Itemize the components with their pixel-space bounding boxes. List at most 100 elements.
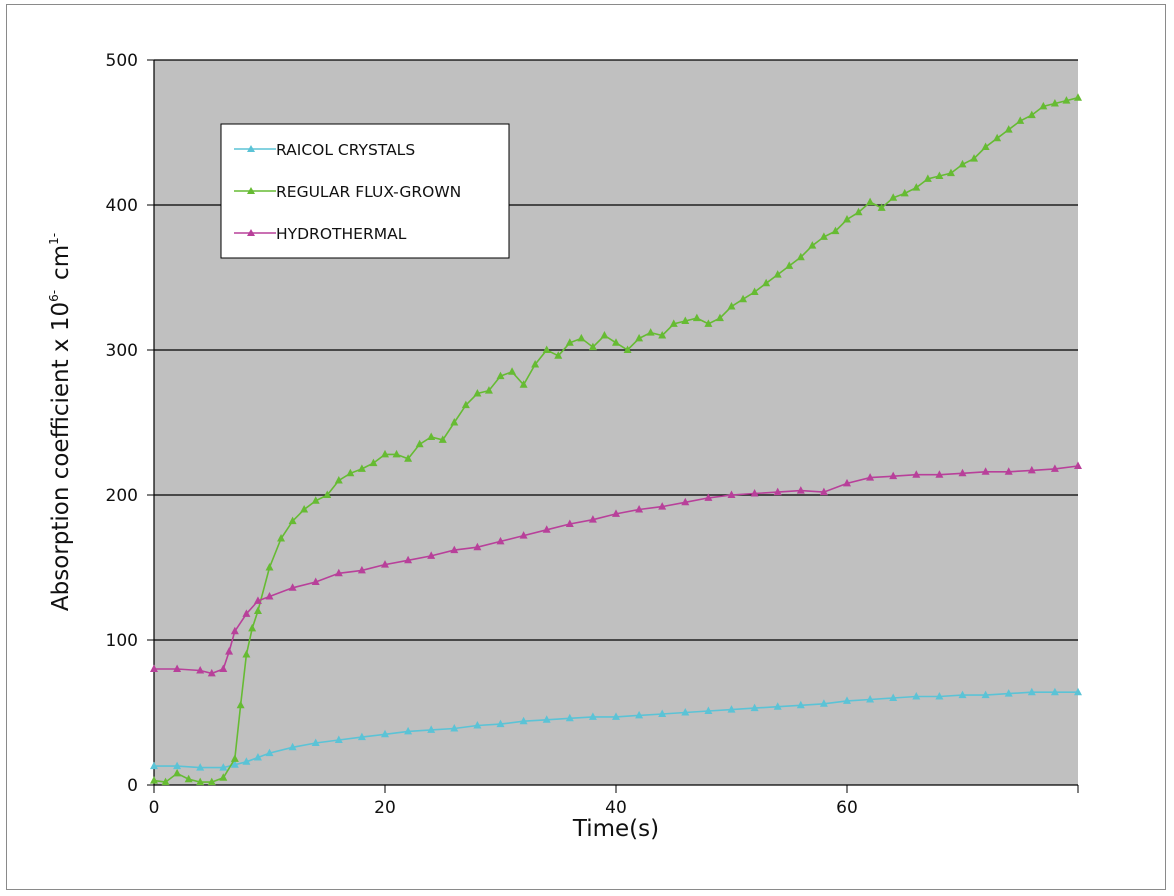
- data-point: [831, 226, 840, 235]
- legend-entry-raicol: RAICOL CRYSTALS: [234, 141, 415, 159]
- data-point: [242, 757, 251, 765]
- y-axis-title-main: Absorption coefficient x 10: [48, 302, 74, 611]
- data-point: [531, 360, 540, 368]
- data-point: [404, 555, 413, 564]
- data-point: [473, 721, 482, 729]
- data-point: [253, 752, 262, 761]
- data-point: [381, 729, 389, 738]
- data-point: [935, 692, 944, 700]
- data-point: [357, 732, 366, 741]
- data-point: [542, 525, 551, 533]
- legend: RAICOL CRYSTALS REGULAR FLUX-GROWN HYDRO…: [220, 123, 510, 259]
- data-point: [357, 464, 366, 472]
- data-point: [288, 583, 297, 591]
- data-point: [253, 606, 262, 614]
- data-point: [981, 467, 990, 475]
- data-point: [658, 502, 667, 510]
- data-point: [704, 319, 713, 327]
- data-point: [357, 565, 366, 574]
- data-point: [248, 623, 257, 632]
- data-point: [236, 700, 245, 709]
- legend-entry-hydrothermal: HYDROTHERMAL: [234, 225, 407, 243]
- data-point: [369, 458, 378, 467]
- data-point: [819, 699, 828, 707]
- data-point: [958, 468, 967, 477]
- data-point: [461, 400, 470, 409]
- series-group: [150, 93, 1082, 786]
- data-point: [219, 773, 228, 781]
- data-point: [230, 760, 239, 768]
- data-point: [230, 626, 239, 635]
- data-point: [970, 154, 979, 162]
- data-point: [762, 278, 771, 287]
- data-point: [450, 545, 459, 554]
- data-point: [300, 505, 309, 513]
- data-point: [161, 777, 170, 786]
- data-point: [681, 497, 690, 506]
- data-point: [496, 371, 505, 380]
- y-axis-title-exp: 6-: [47, 290, 61, 302]
- data-point: [796, 252, 805, 261]
- data-point: [265, 748, 274, 757]
- data-point: [265, 592, 274, 600]
- data-point: [334, 476, 343, 484]
- data-point: [935, 171, 944, 179]
- data-point: [912, 692, 921, 700]
- data-point: [704, 706, 713, 715]
- data-point: [866, 473, 875, 481]
- data-point: [150, 761, 158, 770]
- data-point: [635, 710, 644, 719]
- data-point: [334, 735, 343, 744]
- x-tick-label: 0: [149, 798, 160, 818]
- data-point: [415, 439, 424, 448]
- data-point: [819, 232, 828, 240]
- data-point: [173, 768, 182, 777]
- data-point: [854, 207, 863, 216]
- data-point: [1062, 96, 1071, 104]
- data-point: [1004, 689, 1013, 697]
- data-point: [900, 188, 909, 197]
- data-point: [311, 738, 320, 746]
- data-point: [496, 719, 505, 728]
- data-point: [288, 516, 297, 525]
- data-point: [727, 302, 736, 310]
- data-point: [727, 490, 736, 498]
- data-point: [230, 754, 239, 762]
- data-point: [288, 742, 297, 751]
- data-point: [1027, 687, 1036, 696]
- x-tick-label: 40: [605, 798, 627, 818]
- legend-marker-triangle-icon: [247, 187, 255, 194]
- data-point: [715, 313, 724, 322]
- data-point: [173, 761, 182, 770]
- data-point: [346, 468, 355, 477]
- data-point: [1004, 125, 1013, 133]
- y-tick-label: 500: [106, 51, 138, 71]
- data-point: [692, 313, 701, 322]
- data-point: [646, 328, 655, 336]
- data-point: [669, 319, 678, 327]
- y-tick-label: 100: [106, 631, 138, 651]
- data-point: [981, 690, 990, 699]
- data-point: [519, 531, 528, 539]
- data-point: [588, 515, 597, 523]
- legend-marker-triangle-icon: [247, 145, 255, 152]
- data-point: [889, 193, 898, 201]
- y-axis-title-unit: cm: [48, 245, 74, 280]
- data-point: [427, 725, 436, 733]
- data-point: [912, 183, 921, 191]
- legend-label: RAICOL CRYSTALS: [276, 141, 415, 159]
- x-axis-title: Time(s): [572, 816, 659, 842]
- data-point: [184, 774, 193, 783]
- data-point: [1027, 110, 1036, 119]
- data-point: [265, 563, 274, 571]
- data-point: [739, 294, 748, 303]
- data-point: [427, 551, 436, 559]
- data-point: [681, 708, 690, 716]
- data-point: [277, 534, 286, 542]
- data-point: [404, 726, 413, 735]
- data-point: [207, 668, 216, 677]
- data-point: [242, 650, 251, 658]
- axes: 0 100 200 300 400 500 0 20 40 60: [106, 51, 1079, 818]
- data-point: [381, 449, 389, 458]
